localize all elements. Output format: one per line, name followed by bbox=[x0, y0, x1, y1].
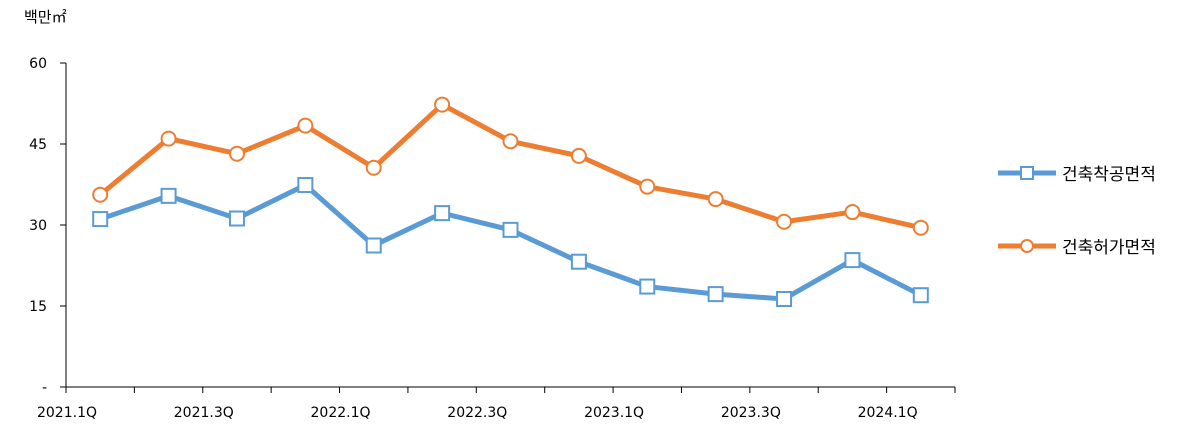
data-point bbox=[639, 178, 656, 195]
series-line-2 bbox=[97, 102, 924, 231]
data-point bbox=[844, 204, 861, 221]
data-point bbox=[912, 219, 929, 236]
data-point bbox=[365, 237, 382, 254]
x-tick-label: 2022.1Q bbox=[311, 405, 371, 421]
x-tick-label: 2021.1Q bbox=[37, 405, 97, 421]
legend-label-permits: 건축허가면적 bbox=[1062, 238, 1156, 258]
data-point bbox=[639, 278, 656, 295]
y-axis-unit-label: 백만㎡ bbox=[24, 8, 67, 26]
legend-item-permits: 건축허가면적 bbox=[996, 233, 1156, 258]
data-point bbox=[912, 287, 929, 304]
data-point bbox=[570, 147, 587, 164]
data-point bbox=[502, 221, 519, 238]
series-line-1 bbox=[97, 182, 924, 302]
data-point bbox=[434, 96, 451, 113]
x-tick-label: 2022.3Q bbox=[447, 405, 507, 421]
x-tick-label: 2021.3Q bbox=[174, 405, 234, 421]
legend-item-starts: 건축착공면적 bbox=[996, 160, 1156, 185]
data-point bbox=[297, 177, 314, 194]
y-tick-label: 15 bbox=[29, 299, 47, 315]
data-point bbox=[707, 191, 724, 208]
y-tick-label: 30 bbox=[29, 218, 47, 234]
data-point bbox=[92, 211, 109, 228]
data-point bbox=[776, 213, 793, 230]
x-tick-label: 2023.1Q bbox=[584, 405, 644, 421]
data-point bbox=[502, 133, 519, 150]
x-tick-label: 2023.3Q bbox=[721, 405, 781, 421]
y-tick-label: 45 bbox=[29, 137, 47, 153]
legend-swatch-starts bbox=[998, 165, 1056, 180]
data-point bbox=[228, 145, 245, 162]
data-point bbox=[228, 210, 245, 227]
data-point bbox=[297, 117, 314, 134]
y-tick-label: 60 bbox=[29, 56, 47, 72]
data-point bbox=[844, 252, 861, 269]
data-point bbox=[776, 290, 793, 307]
legend-label-starts: 건축착공면적 bbox=[1062, 165, 1156, 185]
x-tick-label: 2024.1Q bbox=[858, 405, 918, 421]
data-point bbox=[434, 205, 451, 222]
data-point bbox=[570, 253, 587, 270]
data-point bbox=[707, 286, 724, 303]
legend-swatch-permits bbox=[998, 238, 1056, 253]
data-point bbox=[365, 159, 382, 176]
data-point bbox=[160, 130, 177, 147]
data-point bbox=[160, 187, 177, 204]
data-point bbox=[92, 186, 109, 203]
y-tick-label: - bbox=[42, 380, 47, 396]
